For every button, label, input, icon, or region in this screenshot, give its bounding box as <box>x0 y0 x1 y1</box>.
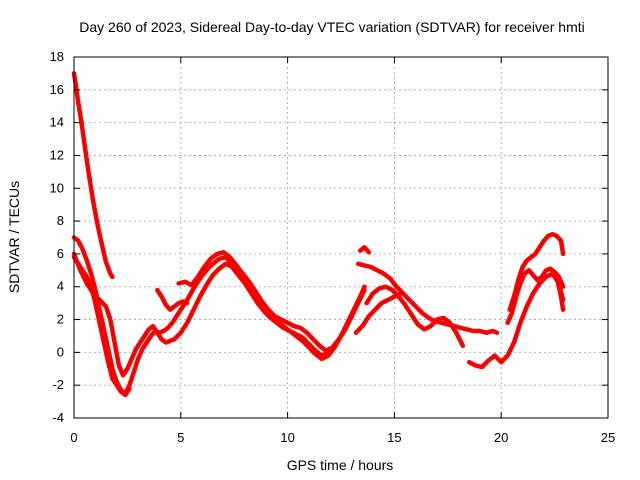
data-series <box>71 71 566 398</box>
y-tick-label: 2 <box>57 312 64 327</box>
series-track-i-markers <box>366 286 464 347</box>
series-track-b <box>71 235 367 396</box>
y-tick-label: -2 <box>52 377 64 392</box>
y-tick-label: 10 <box>50 180 64 195</box>
series-track-f <box>176 250 367 353</box>
series-track-h-markers <box>357 263 498 334</box>
series-track-d-markers <box>73 256 130 396</box>
y-tick-label: 14 <box>50 115 64 130</box>
series-track-i <box>364 284 466 349</box>
x-tick-label: 5 <box>177 430 184 445</box>
x-tick-label: 25 <box>601 430 615 445</box>
y-tick-label: 0 <box>57 344 64 359</box>
x-tick-label: 20 <box>494 430 508 445</box>
plot-frame <box>73 56 609 419</box>
series-track-c-markers <box>73 253 329 376</box>
chart-title: Day 260 of 2023, Sidereal Day-to-day VTE… <box>79 19 585 35</box>
x-axis-label: GPS time / hours <box>287 457 394 473</box>
series-track-g <box>357 245 372 255</box>
x-tick-label: 15 <box>387 430 401 445</box>
y-axis-label: SDTVAR / TECUs <box>6 181 22 293</box>
series-track-l-markers <box>507 268 564 324</box>
y-tick-label: 12 <box>50 147 64 162</box>
series-track-k-markers <box>468 273 564 368</box>
series-track-e-markers <box>156 289 188 311</box>
y-tick-label: 4 <box>57 279 64 294</box>
y-tick-label: -4 <box>52 410 64 425</box>
series-track-f-markers <box>178 251 365 352</box>
series-track-h <box>355 261 500 335</box>
x-tick-label: 0 <box>70 430 77 445</box>
series-track-n-markers <box>556 276 564 311</box>
series-track-m-markers <box>509 233 564 311</box>
series-track-g-markers <box>359 246 370 253</box>
y-tick-label: 16 <box>50 82 64 97</box>
axis-ticks: 0 5 10 15 20 25 -4 -2 0 2 4 6 8 10 12 14 16 18 <box>50 49 616 445</box>
grid-lines <box>74 57 608 418</box>
y-tick-label: 18 <box>50 49 64 64</box>
series-track-j-markers <box>355 292 402 334</box>
series-track-a-markers <box>73 72 113 278</box>
y-tick-label: 8 <box>57 213 64 228</box>
x-tick-label: 10 <box>280 430 294 445</box>
y-tick-label: 6 <box>57 246 64 261</box>
